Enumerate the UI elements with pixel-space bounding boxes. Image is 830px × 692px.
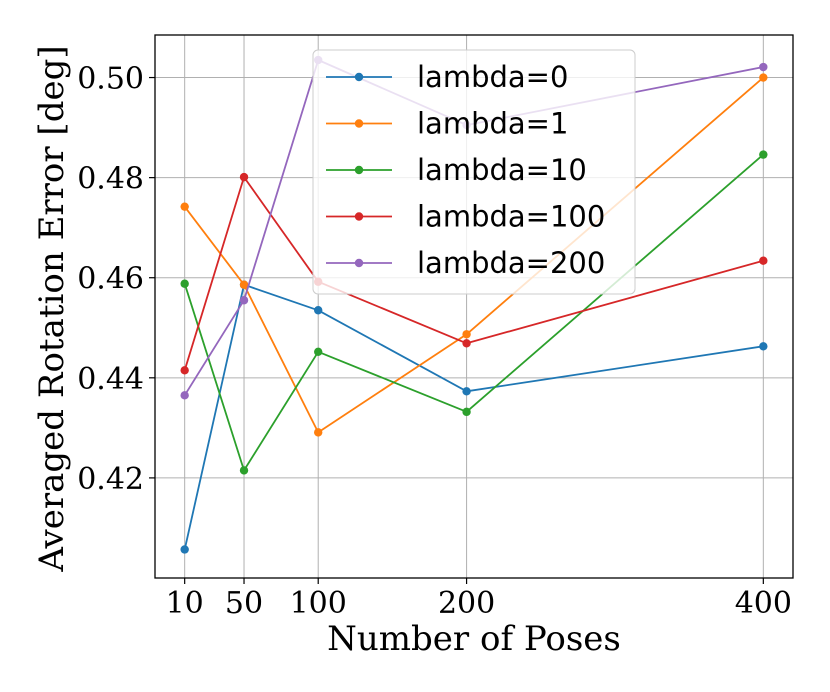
legend-label: lambda=10 bbox=[417, 153, 587, 187]
legend-marker bbox=[354, 258, 364, 268]
y-tick-label: 0.46 bbox=[77, 262, 144, 297]
data-point-lambda-10 bbox=[180, 279, 189, 288]
data-point-lambda-1 bbox=[239, 280, 249, 289]
data-point-lambda-200 bbox=[180, 391, 189, 400]
legend-label: lambda=100 bbox=[417, 200, 605, 234]
ticks-group: 10 50 100 200 400 0.42 0.44 0.46 0.48 0.50 bbox=[77, 62, 792, 621]
series-line-lambda-0 bbox=[183, 283, 764, 550]
data-point-lambda-0 bbox=[180, 545, 189, 554]
x-tick-label: 200 bbox=[438, 586, 495, 621]
data-point-lambda-0 bbox=[759, 342, 768, 351]
legend-box bbox=[312, 49, 636, 295]
legend: lambda=0 lambda=1 lambda=10 lambda=100 lambd… bbox=[312, 49, 636, 295]
data-point-lambda-1 bbox=[180, 202, 189, 211]
y-tick-label: 0.50 bbox=[77, 62, 144, 97]
legend-marker bbox=[354, 72, 364, 82]
y-tick-label: 0.48 bbox=[77, 162, 144, 197]
data-point-lambda-10 bbox=[314, 347, 323, 356]
data-point-lambda-1 bbox=[759, 73, 768, 82]
x-tick-label: 400 bbox=[735, 586, 792, 621]
x-axis-label: Number of Poses bbox=[327, 619, 621, 659]
plot-frame bbox=[154, 34, 794, 579]
x-tick-label: 100 bbox=[290, 586, 347, 621]
data-point-lambda-100 bbox=[180, 366, 189, 375]
y-tick-label: 0.44 bbox=[77, 362, 144, 397]
data-point-lambda-0 bbox=[462, 387, 471, 396]
data-point-lambda-200 bbox=[759, 62, 768, 72]
data-point-lambda-100 bbox=[759, 256, 768, 265]
legend-label: lambda=0 bbox=[417, 60, 568, 94]
legend-marker bbox=[354, 212, 364, 221]
x-tick-label: 50 bbox=[225, 586, 263, 621]
data-point-lambda-1 bbox=[314, 428, 323, 437]
y-tick-label: 0.42 bbox=[77, 462, 144, 497]
legend-label: lambda=1 bbox=[417, 107, 568, 141]
data-point-lambda-10 bbox=[759, 150, 768, 159]
data-point-lambda-200 bbox=[239, 296, 249, 305]
data-point-lambda-0 bbox=[314, 306, 323, 315]
legend-label: lambda=200 bbox=[417, 246, 605, 280]
data-point-lambda-10 bbox=[462, 407, 471, 417]
y-axis-label: Averaged Rotation Error [deg] bbox=[32, 45, 72, 572]
legend-marker bbox=[354, 165, 364, 175]
data-point-lambda-100 bbox=[462, 339, 471, 348]
data-point-lambda-100 bbox=[239, 172, 249, 182]
legend-marker bbox=[354, 119, 364, 128]
data-point-lambda-1 bbox=[462, 330, 471, 339]
data-point-lambda-10 bbox=[239, 466, 249, 475]
x-tick-label: 10 bbox=[166, 586, 204, 621]
